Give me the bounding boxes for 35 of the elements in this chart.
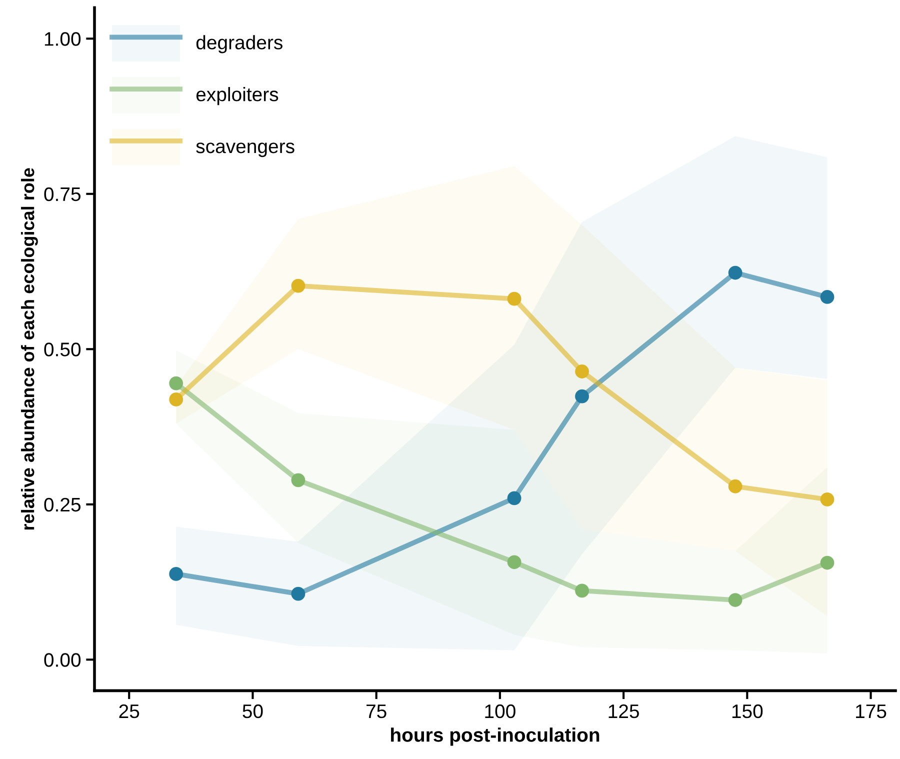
x-tick-label: 150 bbox=[732, 704, 763, 718]
point bbox=[575, 364, 589, 378]
point bbox=[820, 556, 834, 570]
x-tick-label: 50 bbox=[242, 704, 263, 718]
point bbox=[169, 376, 184, 390]
x-tick-label: 100 bbox=[485, 704, 516, 718]
x-axis-title: hours post-inoculation bbox=[391, 728, 600, 746]
point bbox=[728, 266, 742, 280]
legend-label: scavengers bbox=[196, 142, 294, 158]
y-tick-label: 0.75 bbox=[44, 187, 80, 202]
y-tick-label: 1.00 bbox=[44, 32, 81, 46]
point bbox=[507, 555, 522, 570]
legend-label: degraders bbox=[196, 35, 282, 54]
y-tick-label: 0.00 bbox=[44, 653, 81, 667]
x-tick-label: 125 bbox=[608, 704, 639, 718]
point bbox=[169, 566, 184, 581]
point bbox=[507, 292, 522, 306]
y-axis-title: relative abundance of each ecological role bbox=[21, 168, 38, 530]
point bbox=[291, 473, 306, 488]
legend-label: exploiters bbox=[196, 87, 278, 106]
y-tick-label: 0.50 bbox=[44, 342, 81, 356]
y-tick-label: 0.25 bbox=[44, 498, 80, 512]
point bbox=[507, 491, 522, 506]
x-tick-label: 75 bbox=[366, 704, 386, 718]
point bbox=[728, 593, 742, 607]
point bbox=[291, 278, 306, 293]
point bbox=[169, 392, 184, 406]
point bbox=[728, 479, 742, 494]
x-tick-label: 175 bbox=[856, 704, 886, 718]
point bbox=[820, 492, 834, 506]
x-tick-label: 25 bbox=[119, 704, 140, 718]
point bbox=[575, 389, 589, 404]
point bbox=[820, 290, 834, 304]
point bbox=[575, 584, 589, 598]
point bbox=[291, 586, 306, 601]
